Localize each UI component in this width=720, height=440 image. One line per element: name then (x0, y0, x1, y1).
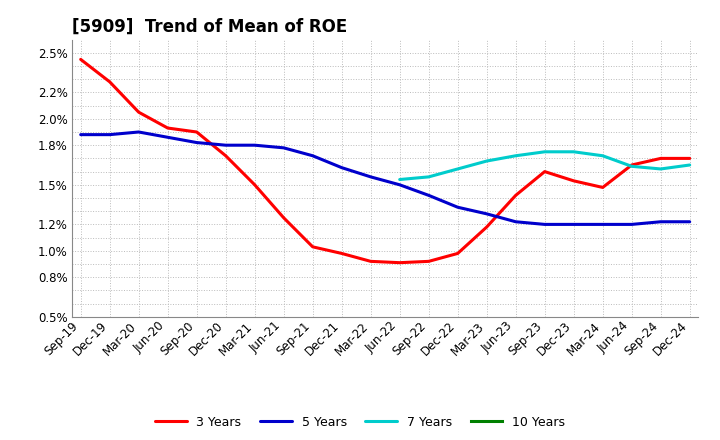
3 Years (366, 259, 375, 264)
Line: 3 Years: 3 Years (81, 59, 690, 263)
5 Years (454, 205, 462, 210)
3 Years (192, 129, 201, 135)
3 Years (251, 182, 259, 187)
3 Years (541, 169, 549, 174)
3 Years (221, 153, 230, 158)
3 Years (657, 156, 665, 161)
5 Years (76, 132, 85, 137)
3 Years (279, 215, 288, 220)
5 Years (482, 211, 491, 216)
3 Years (685, 156, 694, 161)
7 Years (598, 153, 607, 158)
3 Years (163, 125, 172, 131)
5 Years (251, 143, 259, 148)
7 Years (627, 164, 636, 169)
5 Years (395, 182, 404, 187)
3 Years (308, 244, 317, 249)
7 Years (454, 166, 462, 172)
7 Years (685, 162, 694, 168)
3 Years (135, 110, 143, 115)
3 Years (627, 162, 636, 168)
Text: [5909]  Trend of Mean of ROE: [5909] Trend of Mean of ROE (72, 17, 347, 35)
5 Years (598, 222, 607, 227)
5 Years (424, 193, 433, 198)
5 Years (221, 143, 230, 148)
5 Years (105, 132, 114, 137)
3 Years (454, 251, 462, 256)
7 Years (657, 166, 665, 172)
Legend: 3 Years, 5 Years, 7 Years, 10 Years: 3 Years, 5 Years, 7 Years, 10 Years (150, 411, 570, 434)
7 Years (482, 158, 491, 164)
5 Years (366, 174, 375, 180)
5 Years (627, 222, 636, 227)
3 Years (598, 185, 607, 190)
7 Years (541, 149, 549, 154)
3 Years (76, 57, 85, 62)
5 Years (135, 129, 143, 135)
5 Years (338, 165, 346, 170)
3 Years (338, 251, 346, 256)
5 Years (541, 222, 549, 227)
3 Years (395, 260, 404, 265)
5 Years (570, 222, 578, 227)
7 Years (424, 174, 433, 180)
5 Years (192, 140, 201, 145)
7 Years (395, 177, 404, 182)
5 Years (163, 135, 172, 140)
7 Years (570, 149, 578, 154)
5 Years (511, 219, 520, 224)
3 Years (511, 193, 520, 198)
3 Years (424, 259, 433, 264)
3 Years (105, 79, 114, 84)
5 Years (308, 153, 317, 158)
5 Years (685, 219, 694, 224)
3 Years (482, 224, 491, 230)
Line: 7 Years: 7 Years (400, 152, 690, 180)
3 Years (570, 178, 578, 183)
7 Years (511, 153, 520, 158)
5 Years (279, 145, 288, 150)
Line: 5 Years: 5 Years (81, 132, 690, 224)
5 Years (657, 219, 665, 224)
